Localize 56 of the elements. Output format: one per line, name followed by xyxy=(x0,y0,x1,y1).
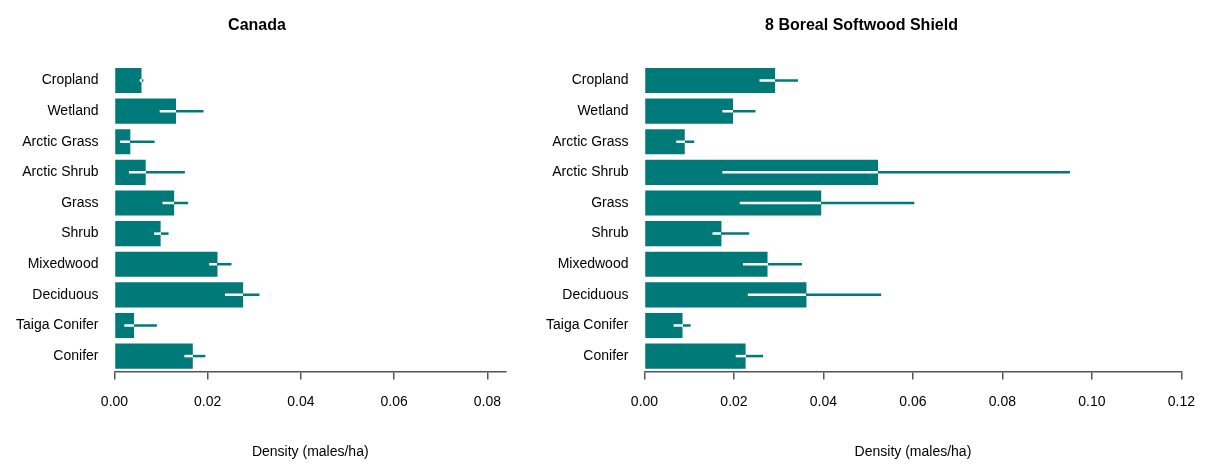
y-tick-label: Conifer xyxy=(53,346,99,363)
bar xyxy=(645,221,722,247)
y-tick-label: Conifer xyxy=(583,346,629,363)
bar xyxy=(115,129,131,155)
y-tick-label: Mixedwood xyxy=(557,255,629,272)
x-tick-label: 0.04 xyxy=(287,392,315,409)
x-tick-label: 0.08 xyxy=(473,392,502,409)
y-tick-label: Shrub xyxy=(591,224,629,241)
x-tick-label: 0.06 xyxy=(380,392,408,409)
bar xyxy=(115,190,175,216)
bar xyxy=(115,159,146,185)
bar xyxy=(115,98,177,124)
bar xyxy=(645,129,685,155)
y-tick-label: Wetland xyxy=(577,101,629,118)
x-tick-label: 0.02 xyxy=(194,392,222,409)
y-tick-label: Arctic Grass xyxy=(22,132,99,149)
y-tick-label: Grass xyxy=(61,193,99,210)
x-axis-title: Density (males/ha) xyxy=(251,443,369,460)
bar xyxy=(645,98,734,124)
y-tick-label: Mixedwood xyxy=(27,255,99,272)
y-tick-label: Cropland xyxy=(571,71,629,88)
x-tick-label: 0.00 xyxy=(100,392,129,409)
bar xyxy=(115,282,244,308)
bar xyxy=(115,312,135,339)
bar xyxy=(645,190,822,216)
y-tick-label: Grass xyxy=(591,193,629,210)
x-tick-label: 0.08 xyxy=(988,392,1017,409)
chart-title: Canada xyxy=(228,16,286,34)
y-tick-label: Arctic Grass xyxy=(552,132,629,149)
bar xyxy=(115,221,161,247)
y-tick-label: Shrub xyxy=(61,224,99,241)
x-axis-title: Density (males/ha) xyxy=(854,443,972,460)
y-tick-label: Deciduous xyxy=(562,285,629,302)
x-tick-label: 0.12 xyxy=(1167,392,1196,409)
y-tick-label: Arctic Shrub xyxy=(552,163,629,180)
x-tick-label: 0.10 xyxy=(1078,392,1106,409)
x-tick-label: 0.06 xyxy=(899,392,927,409)
bar xyxy=(645,159,879,185)
bar xyxy=(645,282,807,308)
bar xyxy=(115,343,193,369)
x-tick-label: 0.04 xyxy=(809,392,838,409)
y-tick-label: Cropland xyxy=(41,71,99,88)
bar xyxy=(645,343,746,369)
x-tick-label: 0.02 xyxy=(720,392,748,409)
bar xyxy=(645,251,768,277)
chart-title: 8 Boreal Softwood Shield xyxy=(765,16,958,34)
bar xyxy=(115,251,218,277)
y-tick-label: Wetland xyxy=(47,101,99,118)
y-tick-label: Taiga Conifer xyxy=(15,316,99,333)
y-tick-label: Arctic Shrub xyxy=(22,163,99,180)
x-tick-label: 0.00 xyxy=(630,392,659,409)
bar xyxy=(115,67,142,94)
bar xyxy=(645,67,776,94)
bar xyxy=(645,312,683,339)
y-tick-label: Deciduous xyxy=(32,285,99,302)
y-tick-label: Taiga Conifer xyxy=(545,316,629,333)
